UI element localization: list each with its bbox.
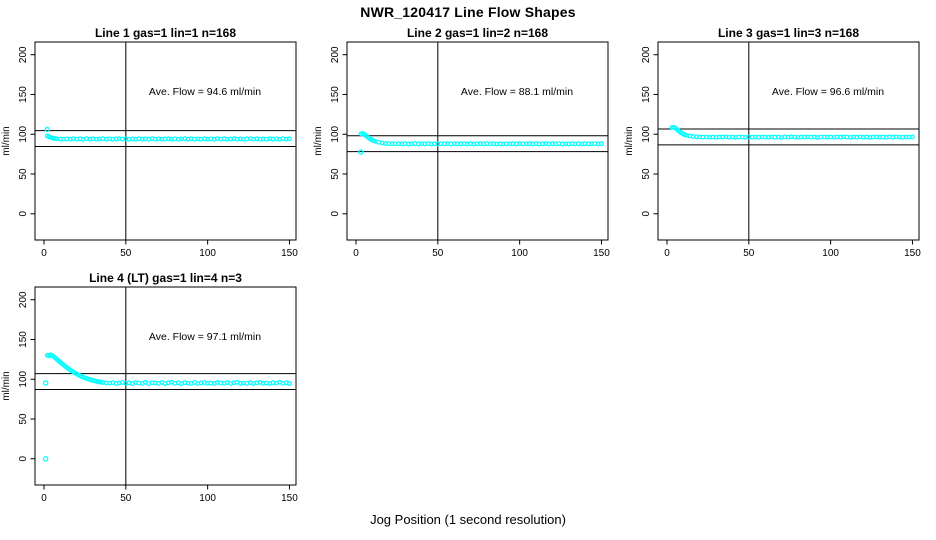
shared-x-axis-label: Jog Position (1 second resolution) xyxy=(370,512,566,527)
x-tick-label: 0 xyxy=(41,248,47,259)
subplot-4-canvas: Line 4 (LT) gas=1 lin=4 n=3 0 50 100 150 0 50 1… xyxy=(1,271,298,504)
y-tick-label: 200 xyxy=(330,46,341,63)
avg-flow-annotation: Ave. Flow = 94.6 ml/min xyxy=(149,86,261,98)
data-point xyxy=(599,141,604,147)
y-tick-label: 0 xyxy=(641,211,652,217)
outlier-point xyxy=(42,380,49,386)
y-tick-label: 200 xyxy=(641,46,652,63)
y-tick-label: 100 xyxy=(18,125,29,142)
x-tick-label: 150 xyxy=(281,248,298,259)
subplot-1: Line 1 gas=1 lin=1 n=168 0 50 100 150 0 50 100 1… xyxy=(0,25,313,270)
x-tick-label: 50 xyxy=(743,248,755,259)
x-tick-label: 0 xyxy=(353,248,359,259)
y-tick-label: 50 xyxy=(330,168,341,180)
y-tick-label: 200 xyxy=(18,291,29,308)
x-tick-label: 150 xyxy=(904,248,921,259)
y-tick-label: 100 xyxy=(641,125,652,142)
y-tick-label: 200 xyxy=(18,46,29,63)
y-axis-label: ml/min xyxy=(1,126,12,155)
y-tick-label: 150 xyxy=(641,86,652,103)
x-tick-label: 50 xyxy=(120,248,132,259)
avg-flow-annotation: Ave. Flow = 96.6 ml/min xyxy=(772,86,884,98)
subplot-1-canvas: Line 1 gas=1 lin=1 n=168 0 50 100 150 0 50 100 1… xyxy=(1,26,298,259)
avg-flow-annotation: Ave. Flow = 97.1 ml/min xyxy=(149,331,261,343)
y-axis-label: ml/min xyxy=(624,126,635,155)
subplot-title: Line 1 gas=1 lin=1 n=168 xyxy=(95,26,236,40)
subplot-3: Line 3 gas=1 lin=3 n=168 0 50 100 150 0 50 100 1… xyxy=(623,25,936,270)
x-tick-label: 100 xyxy=(511,248,528,259)
x-tick-label: 100 xyxy=(199,493,216,504)
outlier-point xyxy=(44,126,51,133)
y-axis-label: ml/min xyxy=(1,371,12,400)
x-tick-label: 50 xyxy=(120,493,132,504)
y-tick-label: 100 xyxy=(18,370,29,387)
plot-box xyxy=(34,286,297,486)
subplot-4: Line 4 (LT) gas=1 lin=4 n=3 0 50 100 150 0 50 1… xyxy=(0,270,313,515)
subplot-2-canvas: Line 2 gas=1 lin=2 n=168 0 50 100 150 0 50 100 1… xyxy=(313,26,610,259)
y-tick-label: 50 xyxy=(18,413,29,425)
data-point xyxy=(287,381,292,386)
y-tick-label: 0 xyxy=(18,456,29,462)
subplot-title: Line 3 gas=1 lin=3 n=168 xyxy=(718,26,859,40)
subplot-3-canvas: Line 3 gas=1 lin=3 n=168 0 50 100 150 0 50 100 1… xyxy=(624,26,921,259)
y-tick-label: 50 xyxy=(641,168,652,180)
x-tick-label: 150 xyxy=(281,493,298,504)
y-tick-label: 0 xyxy=(330,211,341,217)
y-tick-label: 150 xyxy=(18,331,29,348)
data-point xyxy=(910,134,915,140)
y-tick-label: 50 xyxy=(18,168,29,180)
outlier-point xyxy=(42,456,49,462)
y-axis-label: ml/min xyxy=(313,126,324,155)
x-tick-label: 100 xyxy=(822,248,839,259)
outlier-point xyxy=(358,149,364,155)
main-title: NWR_120417 Line Flow Shapes xyxy=(360,4,576,20)
x-tick-label: 50 xyxy=(432,248,444,259)
x-tick-label: 0 xyxy=(41,493,47,504)
avg-flow-annotation: Ave. Flow = 88.1 ml/min xyxy=(461,86,573,98)
x-tick-label: 0 xyxy=(664,248,670,259)
x-tick-label: 150 xyxy=(593,248,610,259)
plot-box xyxy=(657,41,920,241)
subplot-title: Line 4 (LT) gas=1 lin=4 n=3 xyxy=(89,271,242,285)
data-point xyxy=(287,136,292,142)
plot-box xyxy=(34,41,297,241)
subplot-title: Line 2 gas=1 lin=2 n=168 xyxy=(407,26,548,40)
subplot-2: Line 2 gas=1 lin=2 n=168 0 50 100 150 0 50 100 1… xyxy=(312,25,625,270)
plot-box xyxy=(346,41,609,241)
y-tick-label: 150 xyxy=(330,86,341,103)
y-tick-label: 150 xyxy=(18,86,29,103)
y-tick-label: 100 xyxy=(330,125,341,142)
y-tick-label: 0 xyxy=(18,211,29,217)
x-tick-label: 100 xyxy=(199,248,216,259)
